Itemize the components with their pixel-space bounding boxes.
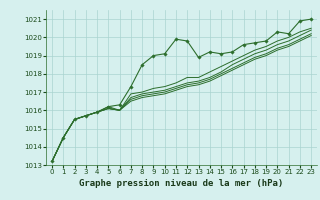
X-axis label: Graphe pression niveau de la mer (hPa): Graphe pression niveau de la mer (hPa) [79, 179, 284, 188]
